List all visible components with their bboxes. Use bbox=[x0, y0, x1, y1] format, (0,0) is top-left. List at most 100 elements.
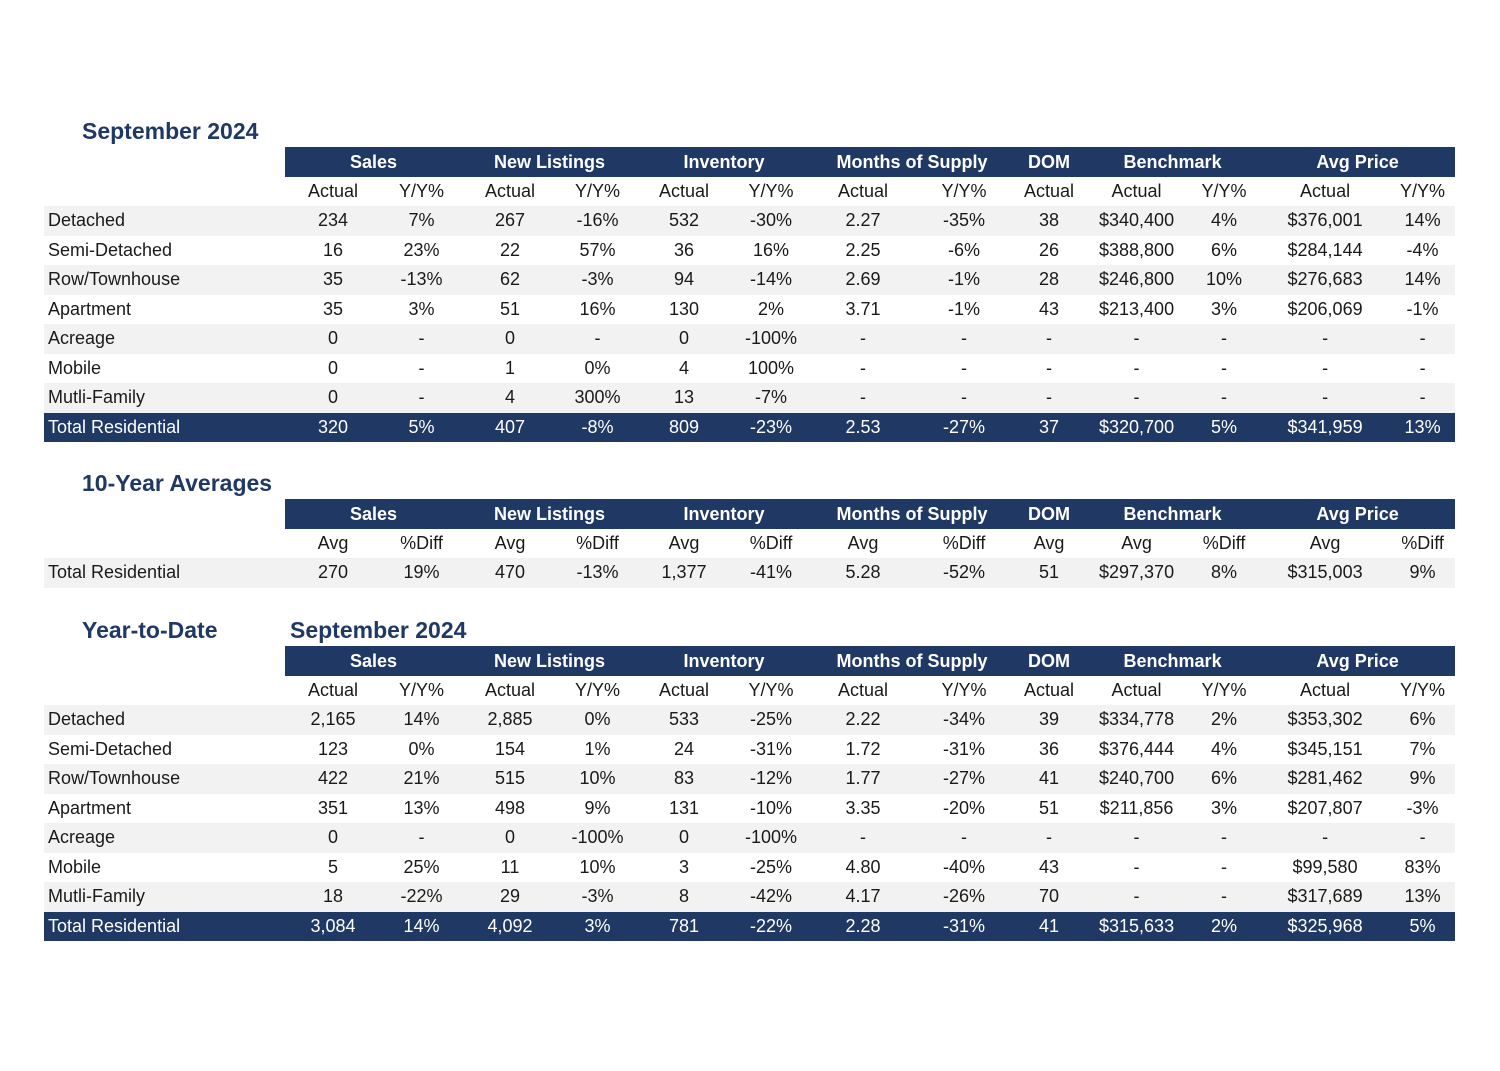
table-cell: -1% bbox=[1406, 298, 1439, 319]
group-header-months-of-supply: Months of Supply bbox=[811, 147, 1014, 177]
table-cell: - bbox=[1390, 823, 1456, 853]
table-cell: 0 bbox=[637, 324, 732, 354]
group-header-new-listings: New Listings bbox=[462, 646, 638, 676]
table-cell: 43 bbox=[1039, 298, 1060, 319]
row-label: Total Residential bbox=[44, 558, 285, 588]
group-header-row: Sales New Listings Inventory Months of Supp… bbox=[44, 646, 1456, 676]
table-cell: - bbox=[1260, 383, 1391, 413]
row-label: Acreage bbox=[44, 823, 285, 853]
total-cell: 3% bbox=[558, 911, 638, 941]
table-cell: - bbox=[1419, 357, 1426, 378]
table-cell: $315,003 bbox=[1260, 558, 1391, 588]
table-cell: 3% bbox=[1211, 797, 1238, 818]
table-cell: 100% bbox=[748, 357, 795, 378]
table-cell: - bbox=[915, 383, 1014, 413]
table-cell: 9% bbox=[1390, 764, 1456, 794]
table-cell: 0 bbox=[285, 823, 381, 853]
group-header-avg-price: Avg Price bbox=[1260, 646, 1456, 676]
ytd-subtitle: September 2024 bbox=[290, 617, 467, 643]
table-cell: 6% bbox=[1211, 239, 1238, 260]
subheader-cell: Avg bbox=[317, 533, 349, 553]
subheader-cell: Actual bbox=[1024, 181, 1075, 201]
group-header-inventory: Inventory bbox=[637, 147, 812, 177]
subheader-cell: Avg bbox=[1033, 533, 1065, 553]
subheader-cell: Actual bbox=[485, 680, 536, 700]
table-cell: 62 bbox=[462, 265, 559, 295]
subheader-cell: Y/Y% bbox=[398, 181, 445, 201]
total-cell: 4,092 bbox=[462, 911, 559, 941]
total-cell: $325,968 bbox=[1260, 911, 1391, 941]
table-cell: 1.77 bbox=[811, 764, 916, 794]
subheader-cell: Actual bbox=[838, 680, 889, 700]
header-spacer bbox=[44, 499, 285, 529]
row-label: Semi-Detached bbox=[48, 738, 173, 759]
group-header-dom: DOM bbox=[1013, 147, 1086, 177]
subheader-cell: Actual bbox=[1111, 680, 1162, 700]
table-cell: - bbox=[1188, 882, 1261, 912]
table-cell: 51 bbox=[1039, 797, 1060, 818]
table-cell: - bbox=[1390, 324, 1456, 354]
table-cell: -42% bbox=[731, 882, 812, 912]
table-cell: - bbox=[1013, 823, 1086, 853]
subheader-row: Actual Y/Y% Actual Y/Y% Actual Y/Y% Actual Y/Y%… bbox=[44, 177, 1455, 206]
table-cell: $207,807 bbox=[1287, 797, 1363, 818]
table-cell: 19% bbox=[381, 558, 463, 588]
table-cell: 70 bbox=[1013, 882, 1086, 912]
table-cell: -31% bbox=[943, 738, 986, 759]
table-cell: - bbox=[915, 823, 1014, 853]
table-row-semi-detached: Semi-Detached 16 23% 22 57% 36 16% 2.25 -6% 26 $38… bbox=[44, 236, 1455, 266]
total-cell: 2.53 bbox=[811, 412, 916, 442]
group-header-months-of-supply: Months of Supply bbox=[811, 499, 1014, 529]
table-cell: $376,001 bbox=[1260, 206, 1391, 236]
table-cell: - bbox=[961, 357, 968, 378]
table-row-total-residential: Total Residential 320 5% 407 -8% 809 -23% 2.53-… bbox=[44, 412, 1456, 442]
table-cell: 14% bbox=[1390, 265, 1456, 295]
total-row-label: Total Residential bbox=[44, 911, 285, 941]
subheader-cell: Actual bbox=[659, 680, 710, 700]
table-cell: -1% bbox=[948, 298, 981, 319]
table-cell: 35 bbox=[285, 265, 381, 295]
table-cell: -41% bbox=[731, 558, 812, 588]
table-cell: - bbox=[1133, 357, 1140, 378]
total-cell: 781 bbox=[637, 911, 732, 941]
ytd-title: Year-to-Date bbox=[82, 617, 218, 643]
table-cell: 4 bbox=[679, 357, 690, 378]
total-cell: 13% bbox=[1390, 412, 1456, 442]
table-cell: - bbox=[1188, 823, 1261, 853]
table-cell: 0 bbox=[327, 357, 338, 378]
group-header-row: Sales New Listings Inventory Months of Supp… bbox=[44, 147, 1456, 177]
subheader-cell: Y/Y% bbox=[398, 680, 445, 700]
table-cell: 1.72 bbox=[845, 738, 881, 759]
table-cell: 0 bbox=[462, 324, 559, 354]
table-cell: -13% bbox=[558, 558, 638, 588]
table-cell: -100% bbox=[558, 823, 638, 853]
table-cell: 16% bbox=[753, 239, 790, 260]
subheader-spacer bbox=[44, 529, 285, 558]
table-cell: - bbox=[1013, 383, 1086, 413]
table-row-acreage: Acreage 0-0-0 -100% - - - - - - - bbox=[44, 324, 1456, 354]
table-cell: - bbox=[1221, 357, 1228, 378]
group-header-sales: Sales bbox=[285, 646, 463, 676]
group-header-sales: Sales bbox=[285, 147, 463, 177]
group-header-months-of-supply: Months of Supply bbox=[811, 646, 1014, 676]
table-cell: 4.17 bbox=[811, 882, 916, 912]
subheader-cell: Y/Y% bbox=[748, 181, 794, 201]
subheader-cell: Avg bbox=[847, 533, 879, 553]
table-cell: 43 bbox=[1039, 856, 1060, 877]
table-cell: - bbox=[558, 324, 638, 354]
table-cell: 16% bbox=[579, 298, 616, 319]
table-cell: 10% bbox=[579, 856, 616, 877]
row-label: Detached bbox=[44, 705, 285, 735]
table-cell: 13 bbox=[637, 383, 732, 413]
subheader-cell: Avg bbox=[1121, 533, 1152, 553]
table-cell: 28 bbox=[1013, 265, 1086, 295]
subheader-cell: Actual bbox=[307, 181, 359, 201]
table-cell: 39 bbox=[1013, 705, 1086, 735]
table-cell: 2.22 bbox=[811, 705, 916, 735]
table-cell: $334,778 bbox=[1085, 705, 1189, 735]
table-cell: -27% bbox=[915, 764, 1014, 794]
table-cell: 14% bbox=[381, 705, 463, 735]
table-cell: -35% bbox=[915, 206, 1014, 236]
group-header-benchmark: Benchmark bbox=[1085, 499, 1261, 529]
table-cell: 41 bbox=[1013, 764, 1086, 794]
